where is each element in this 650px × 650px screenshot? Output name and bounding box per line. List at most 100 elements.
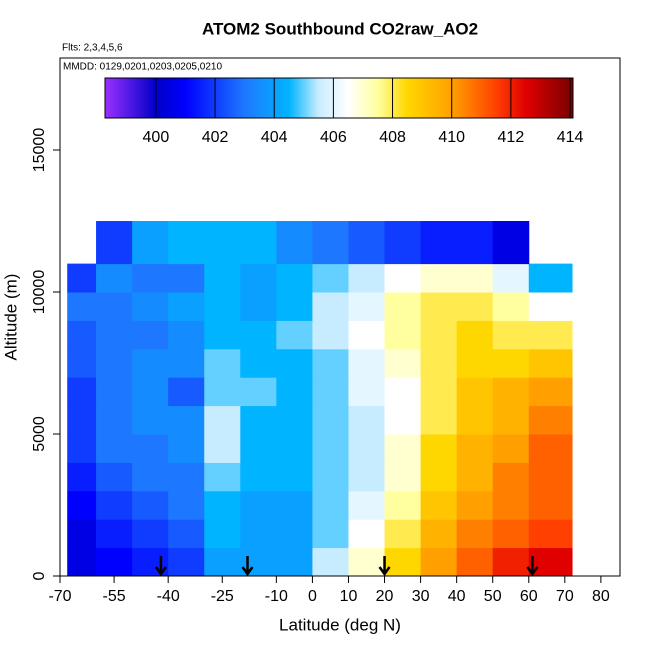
heatmap-cell [96,519,133,549]
heatmap-cell [348,405,386,435]
heatmap-cell [420,292,458,321]
heatmap-cell [492,221,530,265]
heatmap-cell [384,263,422,293]
heatmap-cell [240,292,277,321]
heatmap-cell [492,263,530,293]
heatmap-cell [384,377,422,407]
heatmap-cell [67,547,97,577]
heatmap-cell [240,434,277,463]
heatmap-cell [420,490,458,520]
heatmap-cell [276,263,313,293]
subtitle: Flts: 2,3,4,5,6 [62,43,123,54]
colorbar [104,77,574,119]
x-tick-label: -70 [48,588,71,605]
heatmap-cell [204,377,241,407]
heatmap-cell [96,462,133,492]
y-tick-label: 10000 [31,270,48,315]
heatmap-cell [528,434,573,463]
heatmap-cell [420,320,458,350]
heatmap-cell [492,519,530,549]
heatmap-cell [528,462,573,492]
heatmap-cell [312,490,349,520]
heatmap-cell [456,547,494,577]
arrow [154,556,167,577]
heatmap-cell [420,519,458,549]
heatmap-cell [456,263,494,293]
heatmap-cell [132,377,169,407]
heatmap-cell [204,263,241,293]
heatmap-cell [456,519,494,549]
y-tick-label: 0 [31,571,48,580]
heatmap-cell [492,462,530,492]
heatmap-cell [420,405,458,435]
heatmap-cell [96,348,133,378]
colorbar-tick-label: 404 [261,129,288,146]
heatmap-cell [96,263,133,293]
heatmap-cell [67,292,97,321]
heatmap-cell [204,519,241,549]
heatmap-cell [276,547,313,577]
colorbar-tick-label: 400 [143,129,170,146]
heatmap-cell [204,462,241,492]
heatmap-cell [528,519,573,549]
heatmap-cell [528,490,573,520]
heatmap-cell [420,377,458,407]
heatmap-cell [420,434,458,463]
heatmap-cell [132,490,169,520]
heatmap-cell [204,348,241,378]
heatmap-cell [312,377,349,407]
heatmap-cell [348,377,386,407]
heatmap-cell [276,462,313,492]
colorbar-tick-label: 406 [320,129,347,146]
heatmap-cell [420,263,458,293]
heatmap-cell [528,263,573,293]
heatmap-cell [240,377,277,407]
heatmap-cell [528,320,573,350]
heatmap-cell [276,348,313,378]
heatmap-cell [240,490,277,520]
heatmap-cell [492,320,530,350]
arrow [241,556,254,577]
heatmap-cell [96,320,133,350]
heatmap-cell [67,348,97,378]
heatmap-cell [204,434,241,463]
heatmap-cell [348,263,386,293]
x-tick-label: 0 [308,588,317,605]
heatmap-cell [168,519,205,549]
heatmap-cell [312,462,349,492]
heatmap-cell [312,221,349,265]
heatmap-cell [132,462,169,492]
heatmap-cell [276,221,313,265]
heatmap-cell [348,348,386,378]
heatmap-cell [132,320,169,350]
x-tick-label: 50 [484,588,502,605]
heatmap-cell [276,434,313,463]
heatmap-cell [420,348,458,378]
heatmap-cell [96,547,133,577]
heatmap-cell [420,462,458,492]
heatmap-cell [168,320,205,350]
heatmap-cell [168,462,205,492]
heatmap-cell [528,405,573,435]
heatmap-cell [276,490,313,520]
heatmap-cell [204,221,241,265]
x-axis-label: Latitude (deg N) [279,615,401,634]
plot-frame [59,57,621,577]
heatmap-cell [168,292,205,321]
heatmap-cell [168,490,205,520]
heatmap-cell [492,490,530,520]
heatmap-cell [348,434,386,463]
heatmap-cell [240,263,277,293]
heatmap-cell [96,405,133,435]
heatmap-cell [276,320,313,350]
heatmap-cell [456,221,494,265]
heatmap-cell [96,434,133,463]
heatmap-cell [132,519,169,549]
heatmap-cell [312,320,349,350]
x-tick-label: 20 [376,588,394,605]
colorbar-tick-label: 410 [438,129,465,146]
heatmap-cell [312,547,349,577]
heatmap-cell [492,405,530,435]
heatmap-cell [168,405,205,435]
